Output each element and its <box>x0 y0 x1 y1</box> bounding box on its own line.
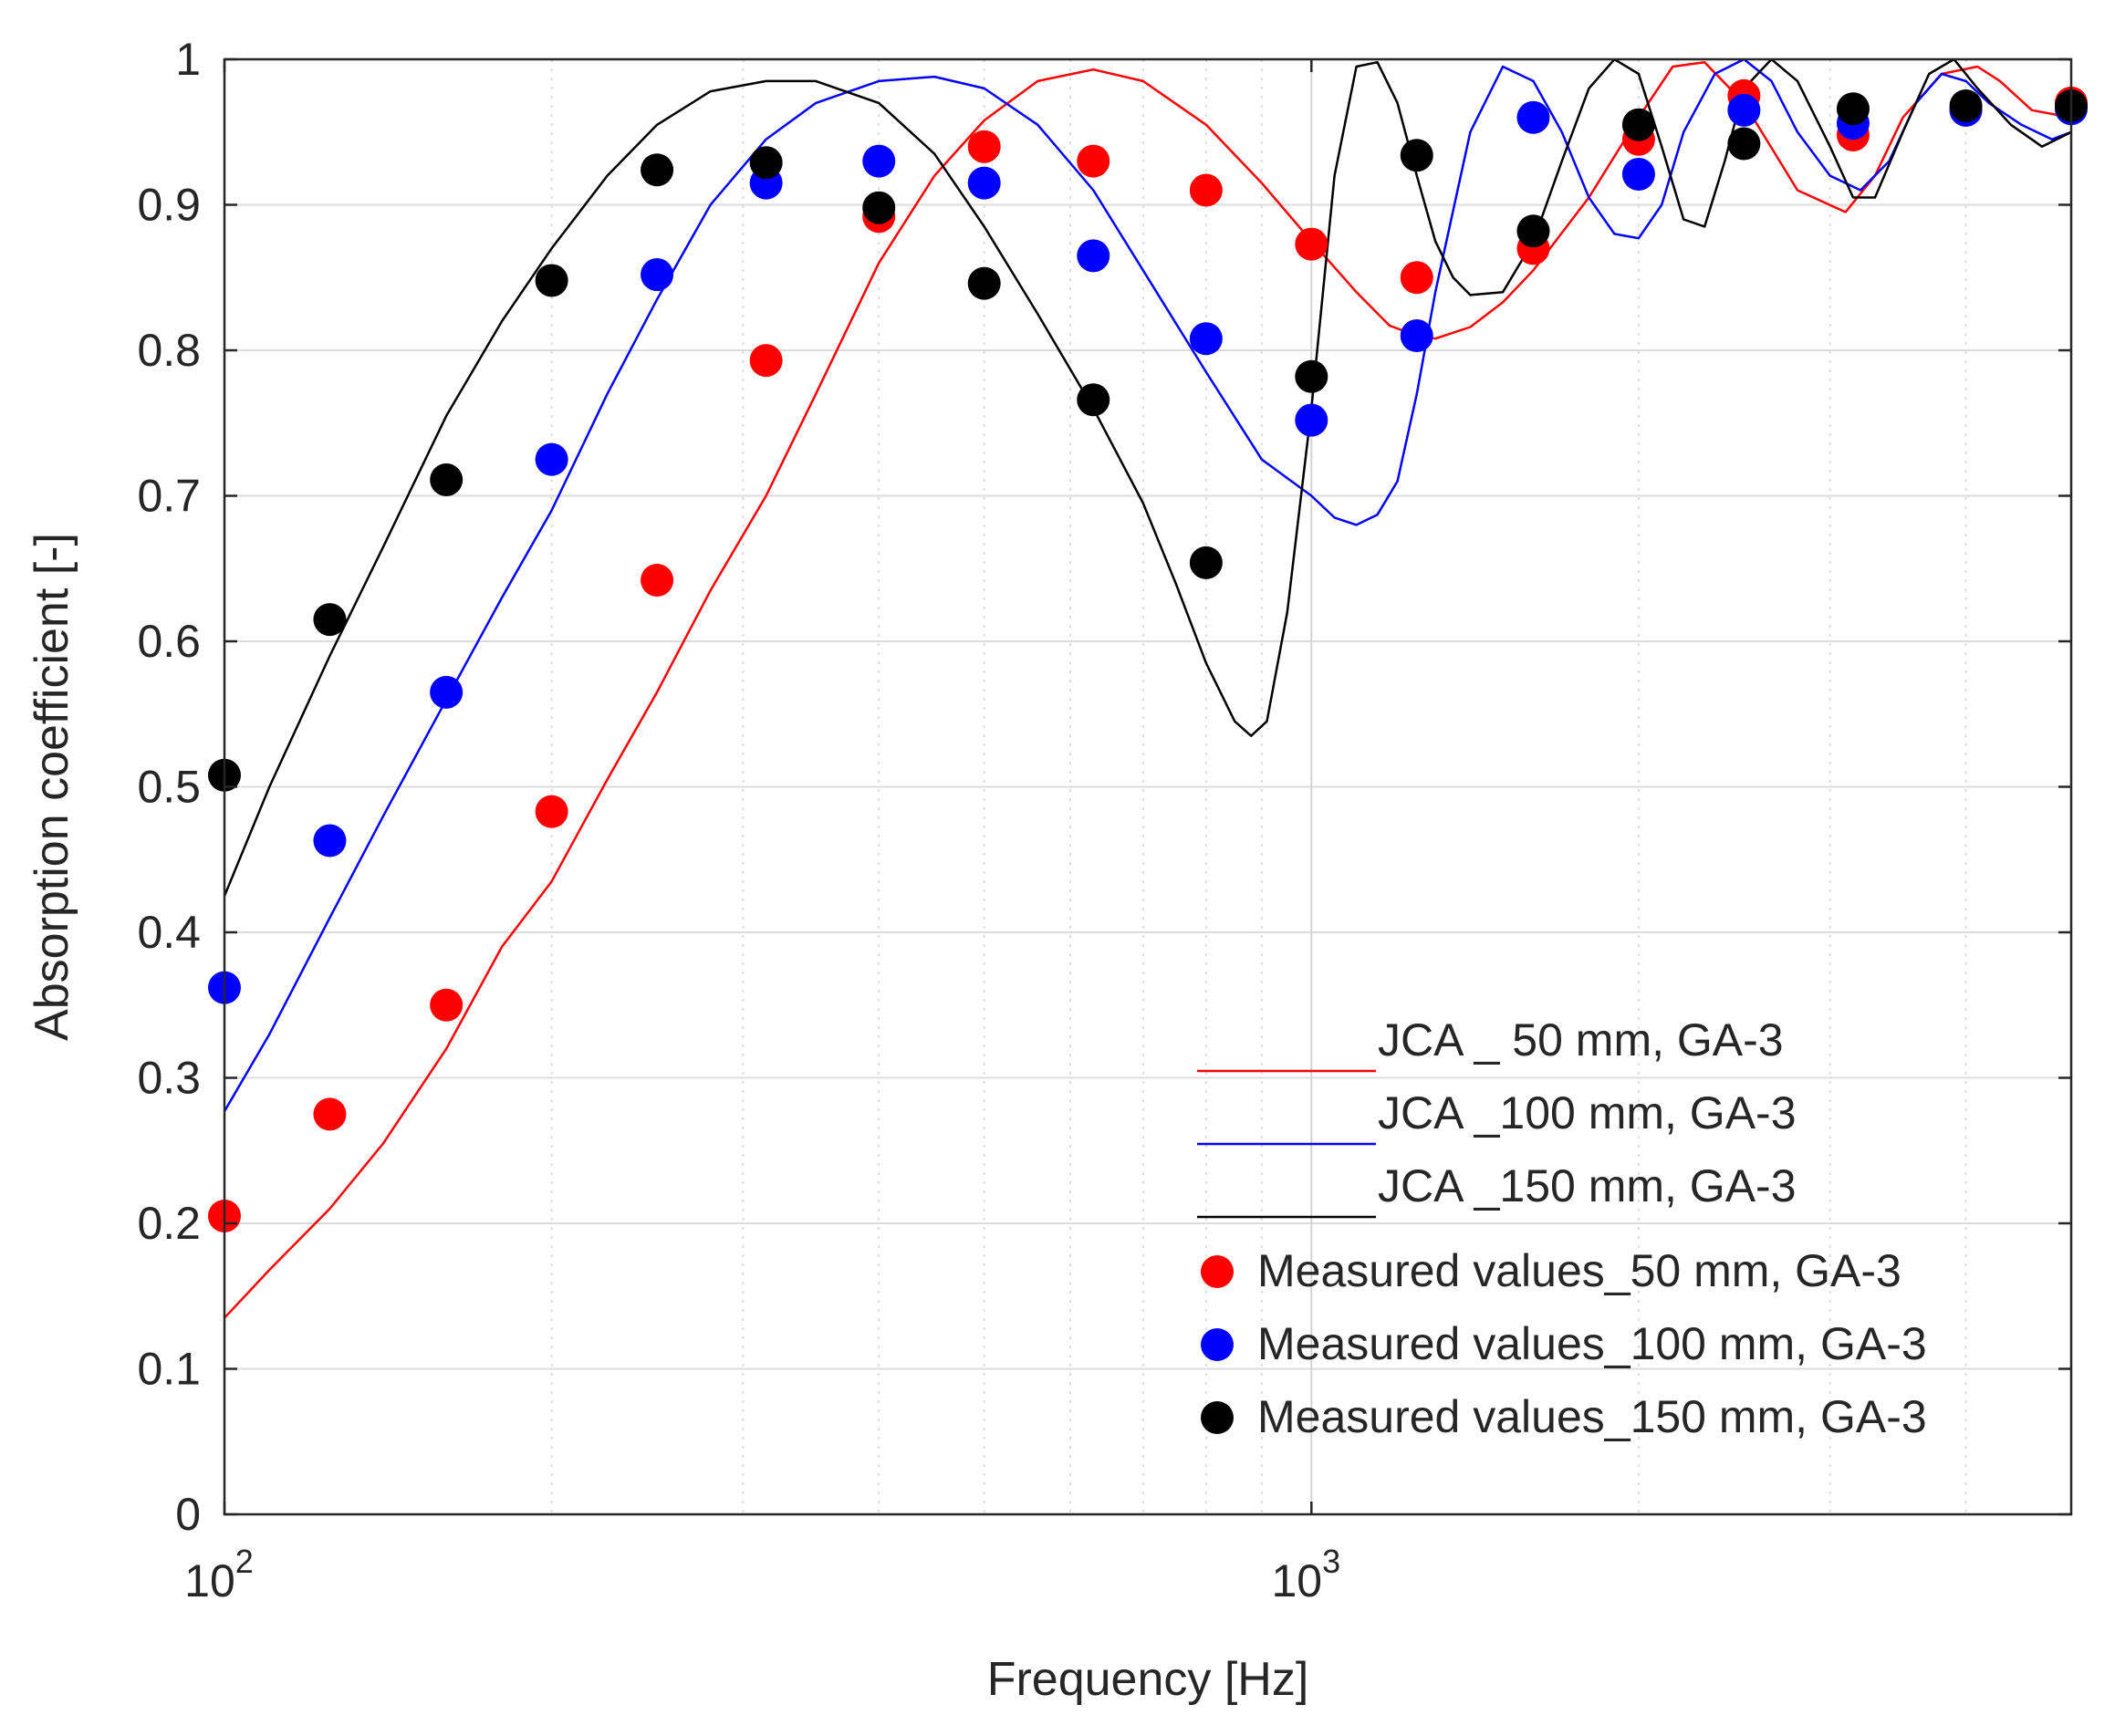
legend-marker-swatch <box>1201 1328 1234 1361</box>
measured-point-series-3 <box>967 266 1001 300</box>
measured-point-series-3 <box>1727 127 1761 161</box>
legend-marker-swatch <box>1201 1401 1234 1434</box>
y-tick-label: 0.3 <box>137 1053 201 1104</box>
legend-label: JCA _ 50 mm, GA-3 <box>1378 1014 1784 1066</box>
y-tick-label: 0 <box>175 1489 201 1540</box>
x-tick-label: 103 <box>1271 1543 1340 1606</box>
measured-point-series-2 <box>1516 100 1550 134</box>
measured-point-series-1 <box>535 795 568 828</box>
measured-point-series-2 <box>1400 319 1433 353</box>
model-curve-3 <box>224 59 2071 897</box>
legend-marker-swatch <box>1201 1255 1234 1288</box>
measured-point-series-2 <box>430 675 464 709</box>
y-tick-label: 1 <box>175 34 201 85</box>
y-tick-label: 0.2 <box>137 1198 201 1249</box>
measured-point-series-3 <box>862 191 896 224</box>
y-axis-label: Absorption coefficient [-] <box>26 533 78 1041</box>
measured-point-series-2 <box>1727 93 1761 127</box>
y-tick-label: 0.1 <box>137 1344 201 1395</box>
y-tick-label: 0.6 <box>137 616 201 667</box>
measured-point-series-1 <box>1077 144 1110 178</box>
measured-point-series-2 <box>535 442 568 476</box>
measured-point-series-3 <box>313 603 347 637</box>
legend-label: Measured values_150 mm, GA-3 <box>1257 1391 1927 1442</box>
measured-point-series-3 <box>430 463 464 496</box>
measured-point-series-3 <box>1621 108 1655 141</box>
measured-point-series-3 <box>535 264 568 297</box>
x-axis-label: Frequency [Hz] <box>987 1653 1309 1706</box>
measured-point-series-3 <box>1949 89 1983 123</box>
y-tick-label: 0.7 <box>137 471 201 522</box>
y-tick-label: 0.9 <box>137 180 201 231</box>
measured-point-series-3 <box>1077 383 1110 417</box>
measured-point-series-3 <box>1295 359 1328 393</box>
legend-label: Measured values_50 mm, GA-3 <box>1257 1245 1901 1296</box>
legend-label: Measured values_100 mm, GA-3 <box>1257 1318 1927 1369</box>
measured-point-series-1 <box>967 130 1001 163</box>
measured-point-series-3 <box>641 153 674 187</box>
measured-point-series-1 <box>430 988 464 1022</box>
legend-label: JCA _100 mm, GA-3 <box>1378 1087 1797 1138</box>
measured-point-series-2 <box>313 824 347 858</box>
measured-point-series-1 <box>1295 227 1328 261</box>
measured-point-series-1 <box>313 1097 347 1131</box>
measured-point-series-2 <box>967 166 1001 200</box>
measured-point-series-1 <box>641 564 674 598</box>
grid <box>224 59 2071 1514</box>
x-tick-label: 102 <box>184 1543 254 1606</box>
measured-point-series-3 <box>1836 92 1870 126</box>
measured-point-series-3 <box>1189 546 1223 579</box>
measured-point-series-2 <box>1189 322 1223 356</box>
y-tick-label: 0.4 <box>137 907 201 958</box>
measured-point-series-3 <box>749 146 783 180</box>
legend-label: JCA _150 mm, GA-3 <box>1378 1160 1797 1211</box>
measured-points <box>208 78 2088 1233</box>
legend: JCA _ 50 mm, GA-3 JCA _100 mm, GA-3 JCA _1… <box>1197 1014 1927 1442</box>
measured-point-series-3 <box>1400 139 1433 172</box>
measured-point-series-1 <box>1400 261 1433 295</box>
measured-point-series-2 <box>1077 239 1110 273</box>
measured-point-series-2 <box>1295 403 1328 437</box>
model-curve-1 <box>224 60 2071 1319</box>
y-tick-label: 0.5 <box>137 762 201 813</box>
measured-point-series-1 <box>749 344 783 378</box>
tick-labels: 0 0.1 0.2 0.3 0.4 0.5 0.6 0.7 0.8 0.9 1 102 103 <box>137 34 2071 1606</box>
measured-point-series-2 <box>641 258 674 292</box>
measured-point-series-2 <box>1621 158 1655 192</box>
measured-point-series-3 <box>1516 214 1550 248</box>
y-tick-label: 0.8 <box>137 325 201 376</box>
measured-point-series-2 <box>862 144 896 178</box>
measured-point-series-1 <box>1189 173 1223 207</box>
